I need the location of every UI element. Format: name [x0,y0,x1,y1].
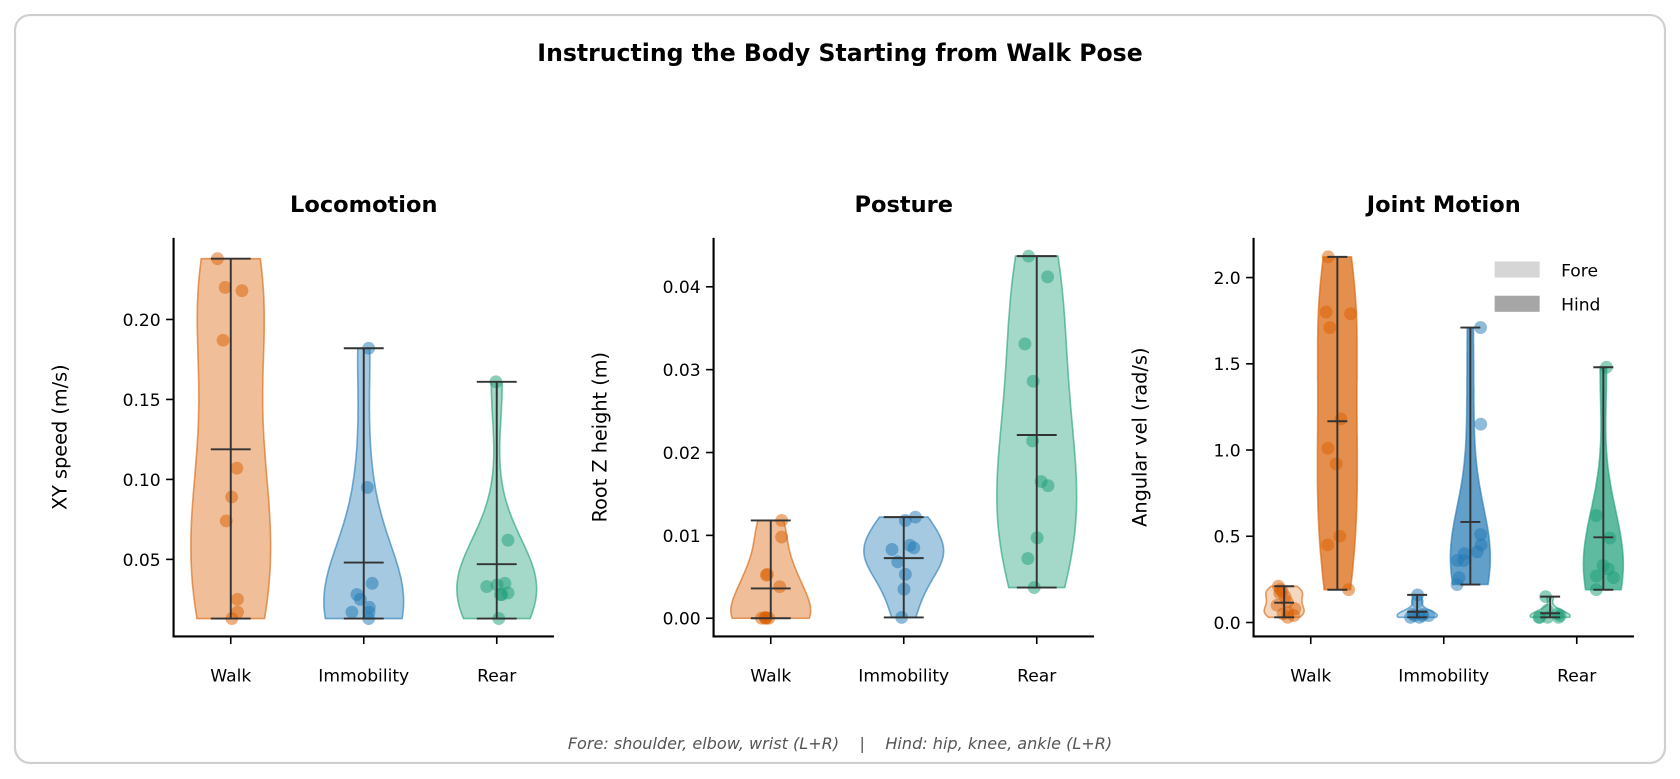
y-tick-label: 0.02 [663,444,701,464]
y-axis-label: Root Z height (m) [588,352,611,522]
x-tick-label: Immobility [318,666,409,686]
data-point [219,514,233,528]
y-axis-label: Angular vel (rad/s) [1128,348,1151,527]
data-point [1041,479,1055,493]
y-tick-label: 1.0 [1213,441,1240,461]
data-point [775,530,789,544]
x-tick-label: Walk [210,666,251,686]
legend: Fore Hind [1494,261,1600,316]
data-point [480,580,494,593]
data-point [1344,307,1357,321]
x-tick-label: Rear [1017,666,1057,686]
data-point [1474,321,1488,335]
x-tick-label: Walk [1290,666,1331,686]
data-point [1457,553,1471,567]
y-tick-label: 0.04 [663,278,701,298]
y-tick-label: 0.00 [663,610,701,630]
x-tick-label: Rear [477,666,517,686]
data-point [1321,538,1335,552]
panel-posture: 0.00 0.01 0.02 0.03 0.04 Walk Immobility Rear Ro… [588,192,1094,686]
y-tick-label: 0.5 [1213,528,1240,548]
figure-title: Instructing the Body Starting from Walk … [537,39,1142,67]
y-tick-label: 0.10 [123,471,161,491]
y-tick-label: 0.0 [1213,614,1240,634]
data-point [1021,552,1035,566]
data-point [1342,583,1356,597]
y-tick-label: 2.0 [1213,269,1240,289]
footer-note: Fore: shoulder, elbow, wrist (L+R) | Hin… [568,734,1112,753]
y-tick-label: 1.5 [1213,355,1240,375]
data-point [1041,270,1055,284]
data-point [235,284,249,298]
x-tick-label: Immobility [858,666,949,686]
data-point [1470,545,1484,559]
x-tick-label: Walk [750,666,791,686]
data-point [1474,528,1488,541]
data-point [1321,441,1335,455]
panel-locomotion: 0.05 0.10 0.15 0.20 Walk Immobility Rear XY spe… [48,192,554,686]
panel-joint-motion: 0.0 0.5 1.0 1.5 2.0 Walk Immobility Rear Angular… [1128,192,1634,686]
data-point [773,580,787,594]
y-tick-label: 0.01 [663,527,701,547]
y-tick-label: 0.15 [123,391,161,411]
y-tick-label: 0.05 [123,551,161,571]
y-tick-label: 0.20 [123,311,161,331]
data-point [907,541,921,555]
legend-label: Hind [1561,296,1600,316]
data-point [1474,417,1488,431]
data-point [1018,337,1032,351]
data-point [1589,509,1603,522]
data-point [1589,569,1603,583]
data-point [501,533,515,547]
x-tick-label: Immobility [1398,666,1489,686]
data-point [1319,305,1333,319]
y-axis-label: XY speed (m/s) [48,364,71,510]
x-tick-label: Rear [1557,666,1597,686]
data-point [898,567,912,581]
data-point [1450,578,1464,591]
y-tick-label: 0.03 [663,361,701,381]
data-point [1329,457,1343,471]
data-point [1323,321,1337,335]
subplot-title: Locomotion [290,192,437,218]
data-point [759,568,773,582]
data-point [365,576,379,590]
data-point [885,543,899,556]
legend-label: Fore [1561,261,1598,281]
data-point [1333,529,1347,543]
legend-swatch-fore [1494,261,1540,278]
data-point [898,514,912,527]
data-point [345,605,359,619]
data-point [231,592,244,606]
data-point [216,333,230,347]
data-point [1334,412,1348,426]
subplot-title: Posture [855,192,953,218]
data-point [1607,571,1620,585]
legend-swatch-hind [1494,295,1540,312]
data-point [218,281,232,294]
data-point [230,461,244,475]
subplot-title: Joint Motion [1365,192,1521,218]
